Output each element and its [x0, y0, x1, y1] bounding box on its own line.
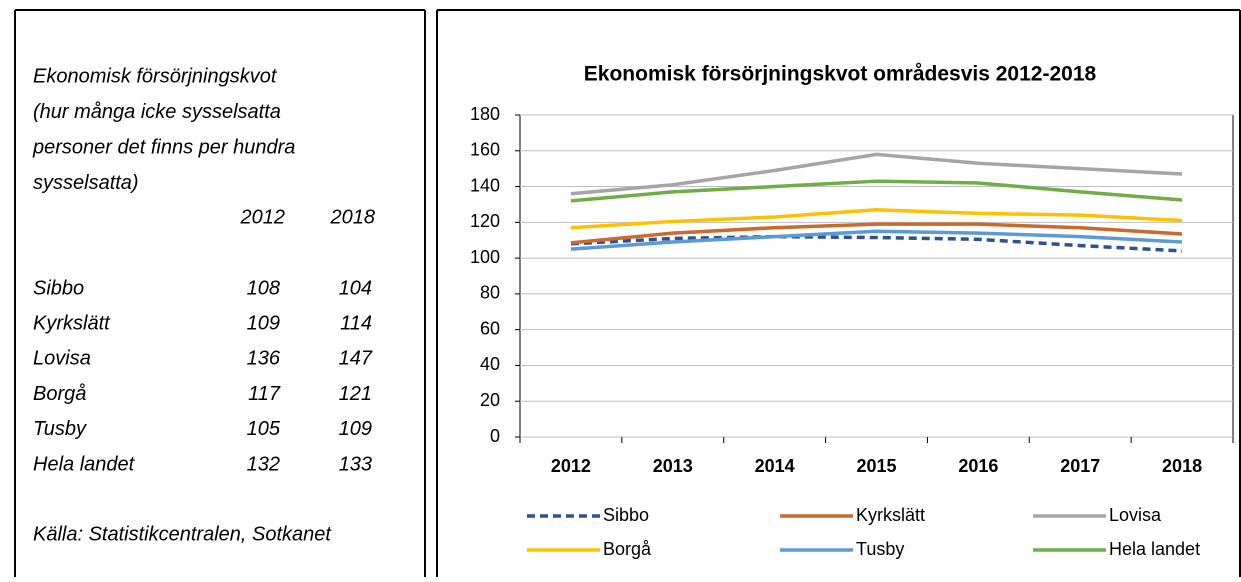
chart-title: Ekonomisk försörjningskvot områdesvis 20… [584, 63, 1097, 86]
x-tick-label: 2017 [1060, 456, 1100, 476]
y-tick-label: 100 [470, 247, 500, 267]
y-tick-label: 140 [470, 175, 500, 195]
row-value: 104 [339, 277, 372, 299]
y-tick-label: 180 [470, 104, 500, 124]
x-tick-label: 2013 [653, 456, 693, 476]
row-name: Lovisa [33, 348, 91, 370]
title-line: (hur många icke sysselsatta [33, 101, 281, 123]
series-line [570, 229, 1183, 251]
series-line [570, 152, 1183, 196]
row-value: 117 [248, 383, 281, 405]
title-line: personer det finns per hundra [32, 136, 295, 158]
x-tick-label: 2015 [856, 456, 896, 476]
legend-label: Lovisa [1109, 505, 1162, 525]
row-name: Hela landet [33, 453, 136, 475]
series-line [570, 234, 1183, 253]
x-tick-label: 2018 [1162, 456, 1202, 476]
column-header: 2012 [240, 206, 286, 228]
legend-label: Tusby [856, 539, 904, 559]
row-value: 109 [339, 418, 372, 440]
x-tick-label: 2012 [551, 456, 591, 476]
row-value: 133 [339, 453, 372, 475]
source: Källa: Statistikcentralen, Sotkanet [33, 523, 332, 545]
y-tick-label: 160 [470, 140, 500, 160]
row-name: Tusby [33, 418, 87, 440]
row-value: 114 [340, 312, 372, 334]
row-value: 147 [339, 348, 373, 370]
x-tick-label: 2014 [755, 456, 795, 476]
row-name: Sibbo [33, 277, 84, 299]
row-name: Kyrkslätt [33, 312, 111, 334]
row-value: 121 [339, 383, 372, 405]
y-tick-label: 40 [480, 354, 500, 374]
y-tick-label: 0 [490, 426, 500, 446]
legend-label: Hela landet [1109, 539, 1200, 559]
plot-area [519, 114, 1234, 438]
row-value: 108 [247, 277, 280, 299]
row-value: 109 [247, 312, 280, 334]
legend-label: Borgå [603, 539, 652, 559]
title-line: sysselsatta) [33, 172, 139, 194]
series-line [570, 179, 1183, 203]
row-value: 136 [247, 348, 281, 370]
y-tick-label: 60 [480, 318, 500, 338]
row-value: 132 [247, 453, 280, 475]
legend-label: Sibbo [603, 505, 649, 525]
series-line [570, 208, 1183, 230]
y-tick-label: 80 [480, 283, 500, 303]
legend-label: Kyrkslätt [856, 505, 925, 525]
column-header: 2018 [330, 206, 376, 228]
row-name: Borgå [33, 383, 86, 405]
x-tick-label: 2016 [958, 456, 998, 476]
row-value: 105 [247, 418, 281, 440]
y-tick-label: 120 [470, 211, 500, 231]
y-tick-label: 20 [480, 390, 500, 410]
title-line: Ekonomisk försörjningskvot [33, 65, 278, 87]
series-line [570, 222, 1183, 245]
